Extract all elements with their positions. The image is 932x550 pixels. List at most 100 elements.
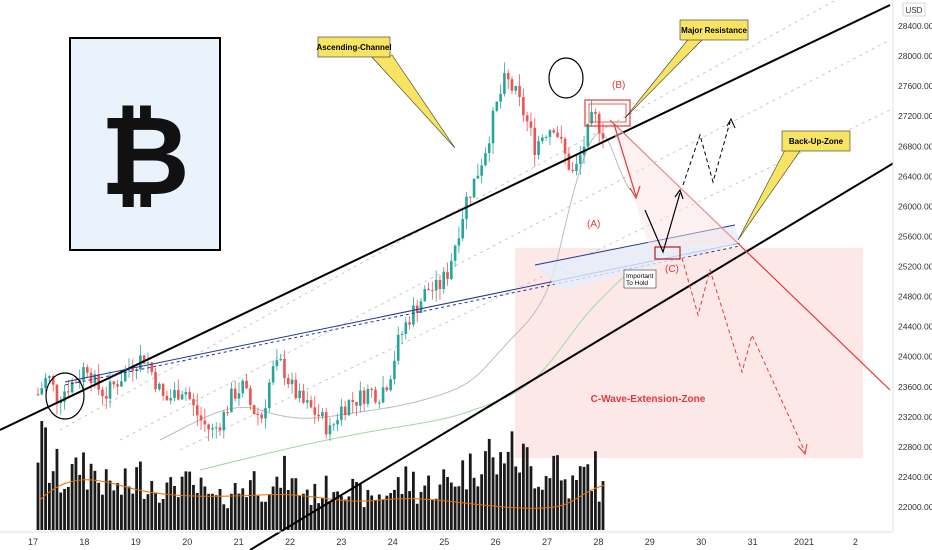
- volume-bar: [571, 475, 575, 530]
- candle-body: [362, 390, 366, 404]
- candle-body: [268, 382, 271, 409]
- x-tick-label: 28: [593, 537, 603, 547]
- volume-bar: [430, 499, 434, 530]
- candle-body: [154, 372, 157, 390]
- volume-bar: [120, 494, 123, 530]
- candle-body: [340, 406, 343, 420]
- c-wave-zone-label: C-Wave-Extension-Zone: [591, 394, 706, 405]
- volume-bar: [408, 491, 412, 530]
- candle-body: [67, 391, 70, 393]
- volume-bar: [355, 482, 358, 530]
- x-tick-label: 21: [234, 537, 244, 547]
- candle-body: [211, 428, 214, 430]
- volume-bar: [518, 472, 521, 530]
- volume-bar: [506, 451, 510, 530]
- candle-body: [249, 388, 252, 406]
- volume-bar: [142, 498, 146, 530]
- volume-bar: [78, 474, 82, 530]
- y-tick-label: 24800.00: [898, 292, 932, 302]
- volume-bar: [195, 492, 199, 530]
- x-tick-label: 17: [28, 537, 38, 547]
- volume-bar: [484, 451, 487, 530]
- volume-bar: [374, 500, 377, 530]
- volume-bar: [461, 460, 465, 530]
- candle-body: [82, 367, 85, 381]
- black-projection-solid: [644, 192, 681, 254]
- volume-bar: [358, 484, 362, 530]
- svg-text:Back-Up-Zone: Back-Up-Zone: [789, 137, 844, 146]
- candle-body: [123, 370, 127, 382]
- volume-bar: [290, 478, 294, 530]
- x-axis-ticks: 17 18 19 20 21 22 23 24 25 26 27 28 29 30 31 2021 2: [28, 537, 858, 547]
- volume-bar: [267, 494, 271, 530]
- volume-bar: [567, 498, 571, 530]
- volume-bar: [434, 498, 438, 530]
- x-tick-label: 23: [336, 537, 346, 547]
- volume-bar: [465, 489, 468, 530]
- currency-badge: [902, 2, 926, 17]
- candle-body: [283, 358, 286, 379]
- channel-parallel-lines: [59, 0, 891, 451]
- candle-body: [89, 372, 93, 384]
- candle-body: [142, 355, 146, 364]
- candle-body: [127, 368, 131, 371]
- candle-body: [226, 412, 229, 414]
- candle-body: [324, 412, 328, 435]
- volume-bar: [495, 474, 499, 530]
- volume-bar: [582, 466, 586, 530]
- volume-bar: [108, 480, 112, 530]
- candle-body: [165, 395, 169, 401]
- volume-bar: [514, 466, 518, 530]
- volume-bar: [173, 485, 176, 530]
- black-projection-dashed: [682, 121, 731, 186]
- candle-body: [389, 379, 392, 391]
- candle-body: [590, 111, 593, 124]
- volume-bar: [597, 501, 601, 530]
- x-tick-label: 29: [645, 537, 655, 547]
- candle-body: [321, 412, 324, 417]
- y-tick-label: 25200.00: [898, 262, 932, 272]
- y-tick-label: 27600.00: [898, 81, 932, 91]
- candle-body: [214, 427, 218, 429]
- volume-bar: [123, 468, 127, 530]
- volume-bar: [347, 496, 351, 530]
- volume-bar: [233, 483, 237, 530]
- volume-bar: [241, 488, 245, 530]
- candle-body: [491, 110, 495, 144]
- candle-body: [184, 392, 188, 395]
- candle-body: [120, 381, 123, 387]
- volume-bar: [548, 478, 552, 530]
- volume-bar: [271, 486, 275, 530]
- candle-body: [506, 73, 510, 80]
- candle-body: [161, 383, 165, 396]
- volume-bar: [423, 485, 427, 530]
- volume-bar: [260, 501, 264, 530]
- volume-bar: [317, 503, 321, 530]
- candle-body: [446, 272, 449, 279]
- candle-body: [423, 289, 427, 302]
- y-tick-label: 26000.00: [898, 201, 932, 211]
- candle-body: [332, 424, 336, 426]
- candle-body: [74, 382, 78, 384]
- candle-body: [294, 379, 298, 399]
- volume-bar: [188, 471, 192, 530]
- candle-body: [343, 406, 347, 416]
- volume-bar: [544, 476, 548, 530]
- volume-bar: [66, 486, 70, 530]
- y-tick-label: 28000.00: [898, 51, 932, 61]
- candle-body: [544, 136, 548, 138]
- volume-bar: [442, 469, 446, 530]
- candle-body: [450, 260, 453, 279]
- wave-c-label: (C): [665, 264, 679, 275]
- volume-bar: [362, 507, 366, 530]
- major-resistance-box-inner: [588, 103, 627, 123]
- candle-body: [271, 366, 275, 383]
- volume-bar: [294, 478, 298, 530]
- candle-body: [529, 121, 533, 128]
- candle-body: [412, 305, 415, 325]
- volume-bar: [127, 486, 131, 530]
- svg-text:Major Resistance: Major Resistance: [681, 26, 747, 35]
- candle-body: [556, 132, 559, 137]
- volume-bar: [529, 466, 533, 530]
